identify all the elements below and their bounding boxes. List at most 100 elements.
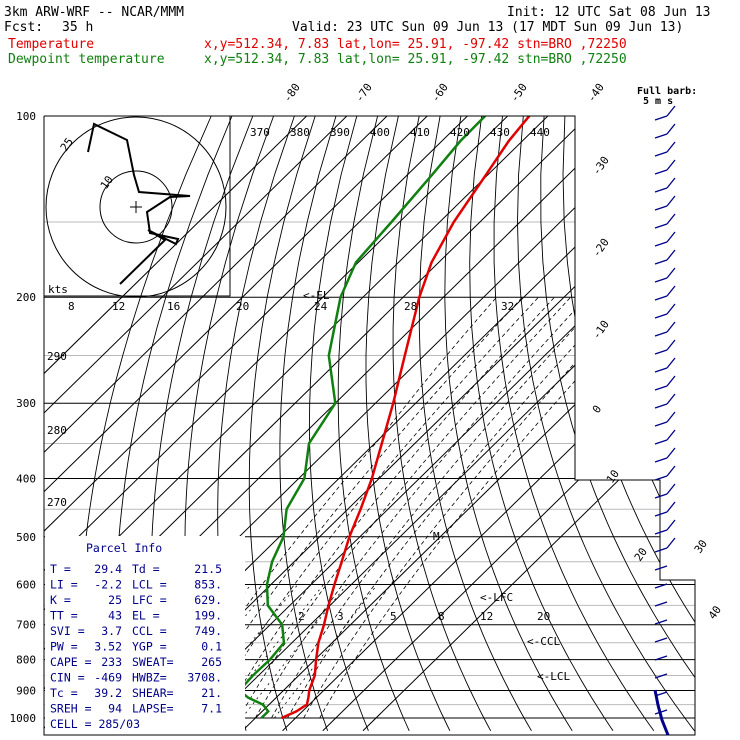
forecast-label: Fcst: [4, 20, 43, 35]
hodograph-ring-inner [99, 170, 173, 244]
isotherm-line [44, 116, 508, 732]
wind-barb [654, 133, 668, 139]
top-isotherm-label: -80 [281, 81, 303, 105]
dry-adiabat-label: 290 [47, 350, 67, 363]
hodograph-speed-label: 12 [112, 300, 125, 313]
parcel-info-value: 3.7 [101, 624, 122, 638]
wind-barb-flag [666, 159, 676, 171]
isotherm-line [44, 116, 468, 732]
model-title: 3km ARW-WRF -- NCAR/MMM [4, 5, 184, 20]
wind-barb-flag [666, 177, 676, 189]
wind-barb [654, 619, 668, 625]
theta-e-label: 390 [330, 126, 350, 139]
parcel-annotation: M [433, 530, 440, 543]
wind-barb-flag [666, 375, 676, 387]
dry-adiabat-line [337, 116, 410, 731]
hodograph-speed-label: 24 [314, 300, 328, 313]
dewpoint-profile-line [237, 116, 486, 719]
parcel-info-value: 7.1 [201, 702, 222, 716]
parcel-info-value: EL = [132, 609, 160, 623]
dry-adiabat-line [365, 116, 451, 731]
hodograph-trace [87, 122, 191, 285]
temperature-legend-label: Temperature [8, 37, 94, 52]
wind-barb-flag [666, 339, 676, 351]
wind-barb-flag [666, 123, 676, 135]
wind-barb-flag [666, 105, 676, 117]
pressure-tick-label: 700 [16, 619, 36, 632]
hodograph-speed-label: 20 [236, 300, 249, 313]
parcel-info-value: Tc = [50, 686, 78, 700]
wind-barb [654, 673, 668, 679]
mixing-ratio-label: 8 [438, 610, 445, 623]
forecast-hours: 35 h [62, 20, 93, 35]
right-isotherm-label: -10 [590, 318, 612, 342]
pressure-tick-label: 200 [16, 291, 36, 304]
wind-barb-flag [666, 231, 676, 243]
right-isotherm-label: 0 [590, 403, 604, 416]
parcel-info-value: TT = [50, 609, 78, 623]
mixing-ratio-label: 2 [298, 610, 305, 623]
hodograph-speed-label: 32 [501, 300, 514, 313]
parcel-info-value: 629. [194, 593, 222, 607]
wind-barb [654, 115, 668, 121]
mixing-ratio-line [274, 584, 378, 719]
parcel-info-value: SHEAR= [132, 686, 174, 700]
hodograph-frame [44, 115, 231, 297]
parcel-cell-value: CELL = 285/03 [50, 717, 140, 731]
wind-barb [654, 349, 668, 355]
wind-barb [654, 331, 668, 337]
wind-barb [654, 475, 668, 481]
theta-e-label: 380 [290, 126, 310, 139]
isotherm-line [242, 116, 695, 732]
parcel-info-value: 0.1 [201, 640, 222, 654]
valid-time: Valid: 23 UTC Sun 09 Jun 13 (17 MDT Sun … [292, 20, 683, 35]
parcel-info-value: 43 [108, 609, 122, 623]
mixing-ratio-label: 3 [337, 610, 344, 623]
wind-barb [654, 259, 668, 265]
wind-barb-flag [666, 447, 676, 459]
wind-barb-flag [666, 267, 676, 279]
mixing-ratio-label: 12 [480, 610, 493, 623]
hodograph-speed-label: 28 [404, 300, 417, 313]
dewpoint-location-info: x,y=512.34, 7.83 lat,lon= 25.91, -97.42 … [204, 52, 627, 67]
top-isotherm-label: -50 [508, 81, 530, 105]
wind-barb-flag [666, 357, 676, 369]
wind-barb [654, 529, 668, 535]
dry-adiabat-line [444, 116, 573, 732]
parcel-info-value: -2.2 [94, 578, 122, 592]
parcel-info-value: HWBZ= [132, 671, 167, 685]
top-isotherm-label: -60 [429, 81, 451, 105]
wind-barb [654, 151, 668, 157]
wind-barb [654, 511, 668, 517]
parcel-info-value: CCL = [132, 624, 167, 638]
wind-barb [654, 439, 668, 445]
parcel-info-value: LI = [50, 578, 78, 592]
theta-e-label: 420 [450, 126, 470, 139]
dry-adiabat-line [626, 116, 695, 732]
isotherm-line [44, 116, 348, 732]
wind-barb [654, 295, 668, 301]
pressure-tick-label: 300 [16, 397, 36, 410]
hodograph-speed-label: 16 [167, 300, 180, 313]
moist-adiabat-line [271, 296, 604, 719]
wind-barb-flag [666, 249, 676, 261]
hodograph-speed-label: 8 [68, 300, 75, 313]
wind-barb-key-title: Full barb: [637, 86, 697, 97]
parcel-info-value: 749. [194, 624, 222, 638]
dry-adiabat-line [279, 116, 337, 731]
wind-barb-key-units: 5 m s [643, 96, 673, 107]
parcel-info-value: SVI = [50, 624, 85, 638]
parcel-info-value: 29.4 [94, 562, 122, 576]
theta-e-label: 410 [410, 126, 430, 139]
parcel-info-value: Td = [132, 562, 160, 576]
parcel-info-value: 3.52 [94, 640, 122, 654]
parcel-info-value: CIN = [50, 671, 85, 685]
wind-barb-flag [666, 213, 676, 225]
moist-adiabat-line [238, 296, 571, 719]
parcel-info-value: 199. [194, 609, 222, 623]
parcel-info-value: LCL = [132, 578, 167, 592]
parcel-info-value: 265 [201, 655, 222, 669]
wind-barb [654, 403, 668, 409]
hodograph-ring-label: 25 [58, 135, 76, 153]
